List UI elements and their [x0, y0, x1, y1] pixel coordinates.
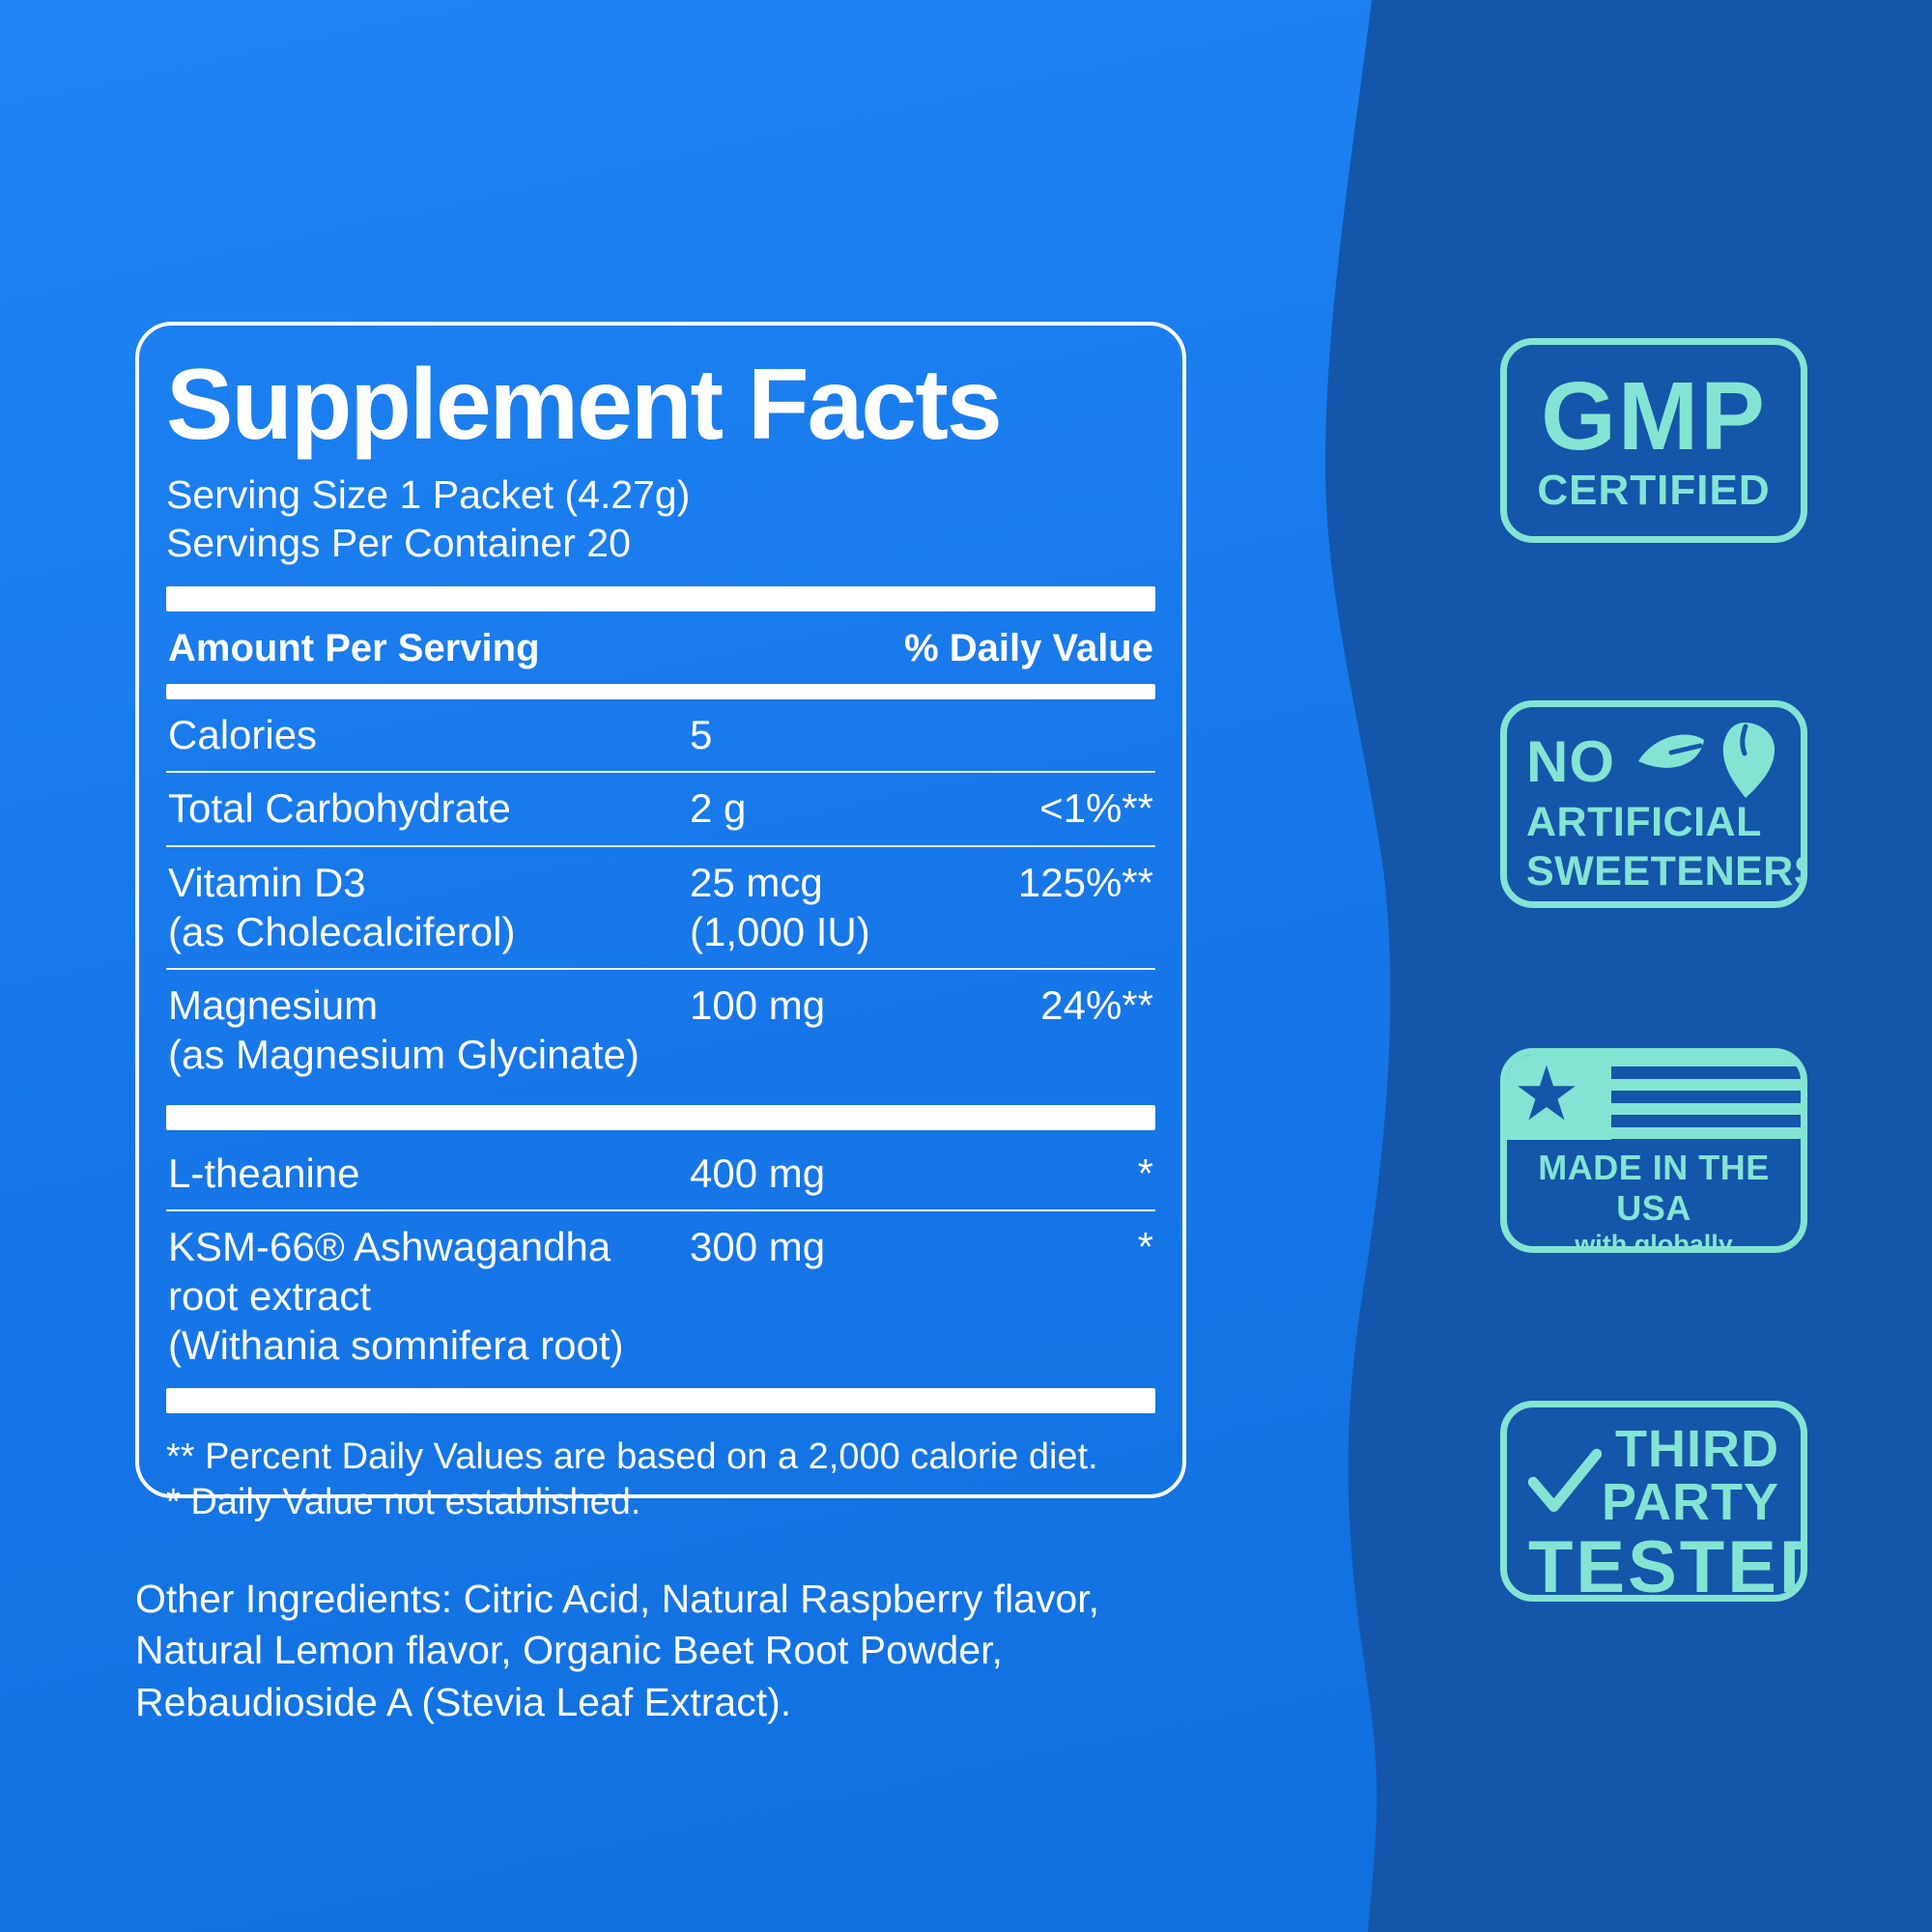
row-amount: 400 mg	[690, 1150, 826, 1196]
row-amount: 100 mg	[690, 982, 826, 1029]
row-amount: 5	[690, 712, 713, 758]
row-daily-value: *	[1137, 1150, 1153, 1196]
sweeteners-line-artificial: ARTIFICIAL	[1526, 799, 1762, 845]
panel-title: Supplement Facts	[166, 349, 1003, 461]
table-row-vitamin-d3: Vitamin D3 (as Cholecalciferol) 25 mcg (…	[166, 844, 1155, 968]
usa-flag-graphic: ★	[1507, 1055, 1801, 1140]
table-row-l-theanine: L-theanine 400 mg *	[166, 1138, 1155, 1209]
checkmark-icon	[1528, 1448, 1602, 1512]
badge-no-artificial-sweeteners: NO ARTIFICIAL SWEETENERS	[1500, 700, 1807, 908]
serving-size: Serving Size 1 Packet (4.27g)	[166, 472, 691, 518]
usa-subtitle-1: with globally	[1575, 1230, 1733, 1253]
divider-bar-header	[166, 684, 1155, 700]
leaves-icon	[1638, 723, 1776, 798]
footnote-not-established: * Daily Value not established.	[166, 1482, 641, 1523]
gmp-title: GMP	[1541, 362, 1767, 470]
row-daily-value: *	[1137, 1223, 1153, 1269]
divider-bar-middle	[166, 1104, 1155, 1130]
row-label: Calories	[168, 712, 318, 758]
footnote-daily-values: ** Percent Daily Values are based on a 2…	[166, 1435, 1098, 1477]
party-word: PARTY	[1601, 1473, 1779, 1532]
row-amount: 2 g	[690, 785, 747, 832]
table-row-ashwagandha: KSM-66® Ashwagandha root extract (Withan…	[166, 1208, 1155, 1382]
row-label: L-theanine	[168, 1150, 360, 1196]
row-label: Vitamin D3 (as Cholecalciferol)	[168, 859, 516, 954]
divider-bar-bottom	[166, 1387, 1155, 1413]
row-label: Magnesium (as Magnesium Glycinate)	[168, 982, 639, 1078]
table-row-carbohydrate: Total Carbohydrate 2 g <1%**	[166, 771, 1155, 844]
row-amount: 300 mg	[690, 1223, 826, 1269]
row-daily-value: 24%**	[1040, 982, 1153, 1029]
sweeteners-no-label: NO	[1526, 728, 1615, 794]
column-header-daily-value: % Daily Value	[904, 627, 1153, 670]
badge-made-in-usa: ★ MADE IN THE USA with globally sourced …	[1500, 1048, 1807, 1253]
row-daily-value: <1%**	[1039, 785, 1153, 832]
badge-third-party-tested: THIRD PARTY TESTED	[1500, 1401, 1807, 1602]
supplement-facts-panel: Supplement Facts Serving Size 1 Packet (…	[135, 322, 1186, 1522]
tested-word: TESTED	[1528, 1526, 1807, 1602]
row-daily-value: 125%**	[1017, 859, 1153, 905]
table-header-row: Amount Per Serving % Daily Value	[166, 611, 1155, 684]
row-label: KSM-66® Ashwagandha root extract (Withan…	[168, 1223, 624, 1369]
row-label: Total Carbohydrate	[168, 785, 511, 832]
servings-per-container: Servings Per Container 20	[166, 521, 631, 566]
badge-gmp-certified: GMP CERTIFIED	[1500, 338, 1807, 543]
column-header-amount: Amount Per Serving	[168, 627, 540, 670]
table-row-magnesium: Magnesium (as Magnesium Glycinate) 100 m…	[166, 968, 1155, 1091]
flag-stripes-icon	[1611, 1055, 1801, 1140]
star-icon: ★	[1513, 1051, 1580, 1136]
third-word: THIRD	[1615, 1420, 1779, 1478]
sweeteners-line-sweeteners: SWEETENERS	[1526, 847, 1807, 895]
divider-bar-top	[166, 586, 1155, 612]
table-row-calories: Calories 5	[166, 699, 1155, 771]
gmp-subtitle: CERTIFIED	[1537, 467, 1771, 514]
other-ingredients-text: Other Ingredients: Citric Acid, Natural …	[135, 1577, 1100, 1724]
row-amount: 25 mcg (1,000 IU)	[690, 859, 870, 954]
usa-title: MADE IN THE USA	[1538, 1148, 1770, 1228]
